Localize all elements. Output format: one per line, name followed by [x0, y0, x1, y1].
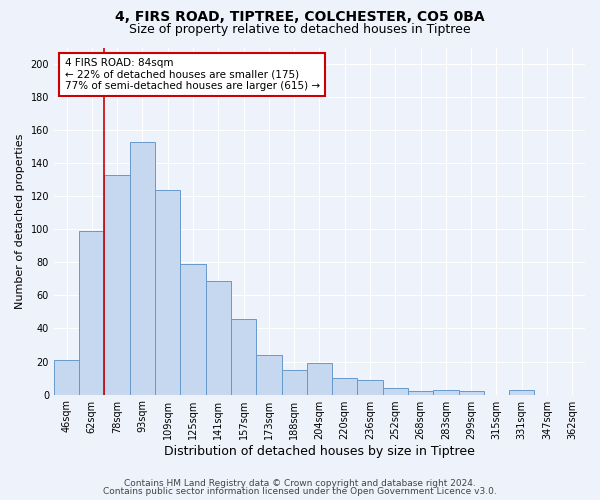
- Text: Contains public sector information licensed under the Open Government Licence v3: Contains public sector information licen…: [103, 487, 497, 496]
- Bar: [79, 231, 104, 394]
- Bar: [231, 318, 256, 394]
- Text: 4, FIRS ROAD, TIPTREE, COLCHESTER, CO5 0BA: 4, FIRS ROAD, TIPTREE, COLCHESTER, CO5 0…: [115, 10, 485, 24]
- Text: Size of property relative to detached houses in Tiptree: Size of property relative to detached ho…: [129, 22, 471, 36]
- Bar: [181, 264, 206, 394]
- X-axis label: Distribution of detached houses by size in Tiptree: Distribution of detached houses by size …: [164, 444, 475, 458]
- Bar: [54, 360, 79, 394]
- Bar: [307, 363, 332, 394]
- Bar: [155, 190, 181, 394]
- Bar: [332, 378, 358, 394]
- Bar: [358, 380, 383, 394]
- Y-axis label: Number of detached properties: Number of detached properties: [15, 134, 25, 308]
- Bar: [256, 355, 281, 395]
- Bar: [281, 370, 307, 394]
- Bar: [206, 280, 231, 394]
- Bar: [104, 175, 130, 394]
- Text: Contains HM Land Registry data © Crown copyright and database right 2024.: Contains HM Land Registry data © Crown c…: [124, 478, 476, 488]
- Bar: [130, 142, 155, 394]
- Bar: [509, 390, 535, 394]
- Text: 4 FIRS ROAD: 84sqm
← 22% of detached houses are smaller (175)
77% of semi-detach: 4 FIRS ROAD: 84sqm ← 22% of detached hou…: [65, 58, 320, 91]
- Bar: [458, 392, 484, 394]
- Bar: [408, 392, 433, 394]
- Bar: [433, 390, 458, 394]
- Bar: [383, 388, 408, 394]
